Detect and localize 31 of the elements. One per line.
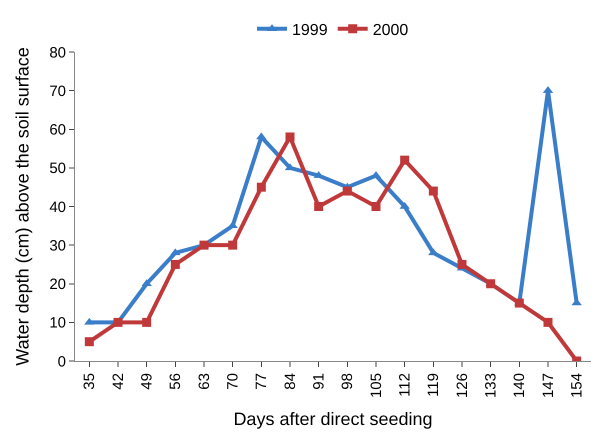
x-tick-label: 105 xyxy=(368,373,385,398)
y-tick-label: 50 xyxy=(49,160,66,178)
x-tick-label: 119 xyxy=(425,373,442,397)
y-tick-label: 70 xyxy=(49,82,66,100)
legend-label: 1999 xyxy=(292,22,328,39)
x-tick-label: 133 xyxy=(482,373,500,398)
y-axis-title: Water depth (cm) above the soil surface xyxy=(12,47,33,366)
x-tick-label: 70 xyxy=(224,373,242,390)
x-tick-label: 126 xyxy=(454,373,471,398)
y-tick-label: 80 xyxy=(49,44,66,62)
x-tick-label: 147 xyxy=(540,373,557,398)
x-tick-label: 56 xyxy=(167,373,184,390)
x-tick-label: 77 xyxy=(253,373,270,390)
y-tick-label: 40 xyxy=(49,198,66,216)
x-tick-label: 112 xyxy=(396,373,414,397)
y-tick-label: 60 xyxy=(49,122,66,138)
x-tick-label: 49 xyxy=(138,373,156,390)
x-tick-label: 98 xyxy=(339,373,356,390)
x-tick-label: 140 xyxy=(511,373,528,398)
x-tick-label: 35 xyxy=(81,373,98,390)
y-tick-label: 0 xyxy=(58,353,66,370)
legend-label: 2000 xyxy=(372,22,408,39)
x-tick-label: 91 xyxy=(310,373,328,390)
x-tick-label: 154 xyxy=(568,373,586,398)
y-tick-label: 20 xyxy=(49,276,66,293)
x-axis-title: Days after direct seeding xyxy=(233,409,433,430)
y-tick-label: 10 xyxy=(49,314,66,332)
x-tick-label: 63 xyxy=(196,373,213,390)
y-tick-label: 30 xyxy=(49,237,66,254)
x-tick-label: 42 xyxy=(110,373,127,390)
x-tick-label: 84 xyxy=(282,373,299,390)
